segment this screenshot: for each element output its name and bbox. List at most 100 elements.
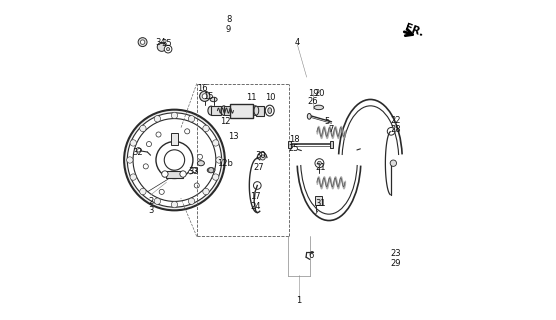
- Circle shape: [127, 113, 222, 207]
- Circle shape: [202, 94, 207, 99]
- Circle shape: [260, 155, 265, 160]
- Bar: [330, 141, 333, 148]
- Ellipse shape: [210, 97, 217, 102]
- Text: 22: 22: [391, 116, 401, 125]
- Text: 17: 17: [250, 192, 261, 201]
- Text: 25: 25: [289, 144, 299, 153]
- Circle shape: [157, 43, 166, 51]
- Text: 23: 23: [390, 250, 401, 259]
- Text: 4: 4: [295, 38, 300, 47]
- Ellipse shape: [314, 105, 324, 110]
- Circle shape: [162, 171, 168, 177]
- Circle shape: [140, 40, 145, 44]
- Text: 6: 6: [309, 251, 314, 260]
- Circle shape: [146, 141, 152, 147]
- Text: 32: 32: [132, 148, 143, 156]
- Text: 16: 16: [197, 84, 207, 93]
- Text: 8: 8: [226, 15, 231, 24]
- Text: 9: 9: [226, 25, 231, 34]
- Text: 33: 33: [188, 167, 199, 176]
- Circle shape: [254, 182, 261, 189]
- Ellipse shape: [268, 108, 272, 114]
- Text: 19: 19: [308, 89, 318, 98]
- Circle shape: [317, 161, 321, 165]
- Text: 3: 3: [148, 206, 153, 215]
- Circle shape: [140, 125, 146, 132]
- Circle shape: [208, 168, 214, 173]
- Text: 12: 12: [220, 117, 231, 126]
- Circle shape: [159, 189, 164, 195]
- Bar: [171, 132, 178, 145]
- Bar: [256, 106, 264, 116]
- Ellipse shape: [221, 106, 227, 116]
- Bar: [287, 141, 291, 148]
- Circle shape: [140, 188, 146, 195]
- Text: 34: 34: [155, 38, 166, 47]
- Ellipse shape: [252, 106, 258, 116]
- Circle shape: [194, 183, 199, 188]
- Circle shape: [197, 154, 202, 159]
- Circle shape: [164, 150, 185, 170]
- Ellipse shape: [197, 161, 205, 166]
- Ellipse shape: [208, 106, 214, 115]
- Circle shape: [171, 201, 177, 208]
- Circle shape: [130, 174, 136, 180]
- Circle shape: [188, 170, 192, 174]
- Circle shape: [203, 188, 209, 195]
- Text: 12b: 12b: [217, 159, 234, 168]
- Text: 7: 7: [328, 125, 333, 134]
- Ellipse shape: [265, 105, 274, 116]
- Text: 28: 28: [390, 125, 401, 134]
- Bar: [224, 106, 230, 115]
- Ellipse shape: [307, 114, 311, 119]
- Bar: [211, 106, 221, 115]
- Text: 20: 20: [314, 89, 325, 98]
- Text: 11: 11: [246, 93, 256, 102]
- Circle shape: [390, 160, 396, 166]
- Circle shape: [185, 129, 190, 134]
- Circle shape: [212, 140, 219, 146]
- Circle shape: [156, 141, 193, 179]
- Circle shape: [188, 198, 195, 204]
- Circle shape: [171, 112, 177, 119]
- Text: 10: 10: [265, 93, 275, 102]
- Circle shape: [216, 157, 222, 163]
- Circle shape: [154, 116, 161, 122]
- Text: 26: 26: [307, 97, 319, 106]
- Text: 21: 21: [316, 164, 326, 172]
- Circle shape: [164, 45, 172, 53]
- Bar: [315, 196, 322, 205]
- Text: 1: 1: [296, 296, 301, 305]
- Text: 18: 18: [289, 135, 299, 144]
- Ellipse shape: [190, 168, 197, 173]
- Circle shape: [203, 125, 209, 132]
- Circle shape: [124, 110, 225, 210]
- Text: 30: 30: [255, 151, 266, 160]
- Ellipse shape: [207, 168, 215, 173]
- Bar: [230, 104, 254, 118]
- Circle shape: [127, 157, 133, 163]
- Circle shape: [143, 164, 148, 169]
- Circle shape: [133, 119, 216, 201]
- Text: 31: 31: [316, 198, 326, 207]
- Bar: [166, 171, 183, 178]
- Circle shape: [180, 171, 186, 177]
- Circle shape: [388, 127, 395, 135]
- Text: 27: 27: [254, 164, 264, 172]
- Text: 35: 35: [161, 39, 172, 48]
- Text: 5: 5: [325, 117, 330, 126]
- Text: 2: 2: [148, 197, 153, 206]
- Circle shape: [154, 198, 161, 204]
- Circle shape: [136, 148, 141, 152]
- Text: FR.: FR.: [403, 23, 425, 39]
- Text: 24: 24: [250, 202, 261, 211]
- Text: 13: 13: [228, 132, 239, 140]
- Circle shape: [166, 48, 170, 51]
- Circle shape: [138, 38, 147, 47]
- Circle shape: [156, 132, 161, 137]
- Circle shape: [188, 116, 195, 122]
- Circle shape: [315, 159, 324, 168]
- Circle shape: [212, 174, 219, 180]
- Circle shape: [130, 140, 136, 146]
- Text: 29: 29: [391, 259, 401, 268]
